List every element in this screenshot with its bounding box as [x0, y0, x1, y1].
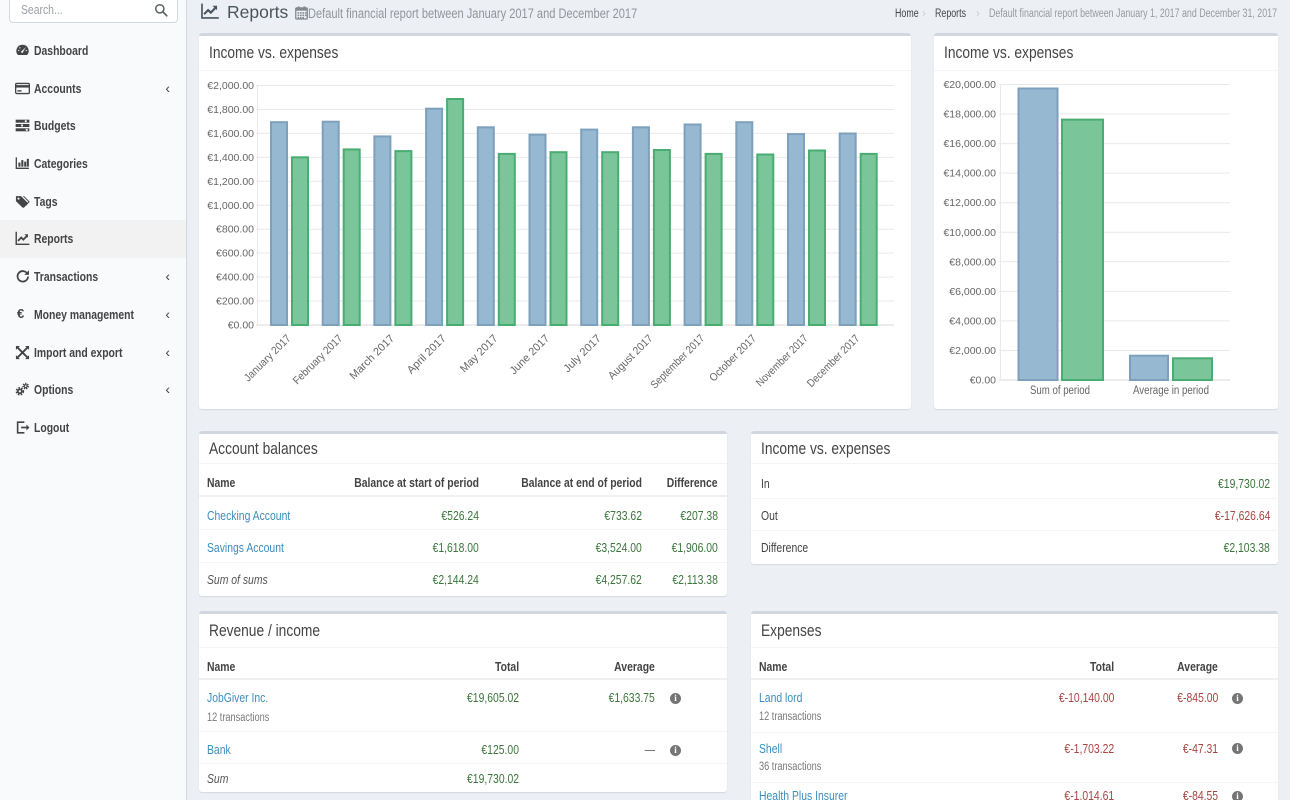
svg-text:€16,000.00: €16,000.00: [943, 138, 996, 150]
svg-text:€1,200.00: €1,200.00: [207, 176, 254, 188]
svg-text:€1,000.00: €1,000.00: [207, 200, 254, 212]
svg-text:Average in period: Average in period: [1133, 385, 1209, 397]
svg-text:€6,000.00: €6,000.00: [949, 286, 996, 298]
svg-text:€800.00: €800.00: [216, 224, 254, 236]
svg-text:September 2017: September 2017: [649, 333, 708, 392]
svg-text:€20,000.00: €20,000.00: [943, 79, 996, 91]
svg-text:€0.00: €0.00: [228, 320, 254, 332]
svg-text:January 2017: January 2017: [242, 333, 294, 385]
svg-text:€8,000.00: €8,000.00: [949, 256, 996, 268]
svg-text:€10,000.00: €10,000.00: [943, 227, 996, 239]
svg-text:€2,000.00: €2,000.00: [949, 345, 996, 357]
svg-text:€1,600.00: €1,600.00: [207, 128, 254, 140]
svg-text:April 2017: April 2017: [405, 333, 449, 377]
svg-text:June 2017: June 2017: [508, 333, 553, 378]
svg-text:€200.00: €200.00: [216, 296, 254, 308]
svg-text:€4,000.00: €4,000.00: [949, 315, 996, 327]
svg-text:Sum of period: Sum of period: [1030, 385, 1090, 397]
svg-text:November 2017: November 2017: [754, 333, 811, 390]
svg-text:March 2017: March 2017: [348, 333, 397, 382]
svg-text:€12,000.00: €12,000.00: [943, 197, 996, 209]
svg-text:February 2017: February 2017: [291, 333, 345, 387]
svg-text:October 2017: October 2017: [707, 333, 759, 385]
svg-text:August 2017: August 2017: [606, 333, 655, 382]
svg-text:€1,800.00: €1,800.00: [207, 104, 254, 116]
svg-text:€1,400.00: €1,400.00: [207, 152, 254, 164]
svg-text:€400.00: €400.00: [216, 272, 254, 284]
svg-text:€600.00: €600.00: [216, 248, 254, 260]
svg-text:€18,000.00: €18,000.00: [943, 109, 996, 121]
svg-text:July 2017: July 2017: [561, 333, 603, 375]
svg-text:€0.00: €0.00: [970, 375, 996, 387]
svg-text:€2,000.00: €2,000.00: [207, 80, 254, 92]
svg-text:€14,000.00: €14,000.00: [943, 168, 996, 180]
svg-text:May 2017: May 2017: [458, 333, 500, 375]
svg-text:December 2017: December 2017: [805, 333, 862, 390]
